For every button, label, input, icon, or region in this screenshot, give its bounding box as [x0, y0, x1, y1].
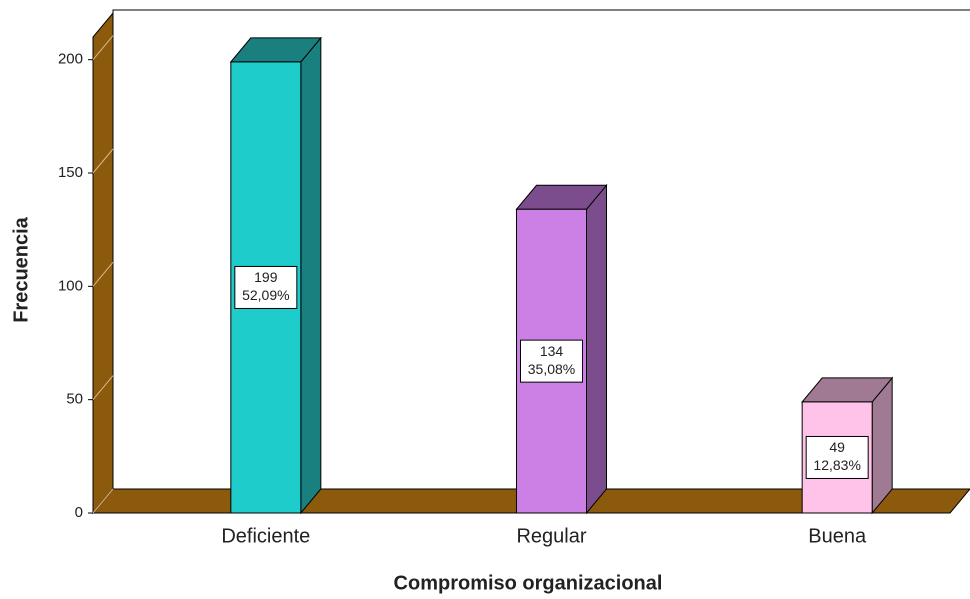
percent-label: 12,83% — [813, 457, 860, 473]
data-label-box — [805, 435, 869, 479]
data-label-box — [520, 339, 583, 383]
y-tick — [92, 488, 114, 514]
data-label: 49 — [829, 439, 845, 455]
y-tick-label: 150 — [58, 164, 83, 181]
bars: 199 52,09% Deficiente 134 35,08% Regular 49 12,… — [221, 36, 894, 547]
y-tick-label: 100 — [58, 277, 83, 294]
bar-side — [586, 183, 607, 515]
percent-label: 52,09% — [242, 287, 289, 303]
x-tick-label: Buena — [808, 525, 867, 547]
y-tick — [92, 375, 114, 400]
data-label-box — [234, 265, 298, 309]
ticks: 0 50 100 150 200 — [58, 35, 114, 521]
x-axis-title: Compromiso organizacional — [394, 572, 663, 594]
y-tick-label: 50 — [66, 391, 83, 408]
data-label: 134 — [540, 343, 564, 359]
percent-label: 35,08% — [528, 361, 575, 377]
y-tick — [92, 35, 114, 60]
x-tick-label: Regular — [516, 525, 586, 547]
y-axis-title: Frecuencia — [10, 216, 32, 322]
data-label: 199 — [254, 269, 278, 285]
x-tick-label: Deficiente — [221, 525, 310, 547]
y-tick — [92, 148, 114, 174]
y-tick-label: 0 — [75, 504, 83, 521]
bar-side — [300, 36, 322, 515]
y-tick-label: 200 — [58, 51, 83, 68]
y-tick — [92, 262, 114, 287]
left-wall — [92, 11, 114, 515]
